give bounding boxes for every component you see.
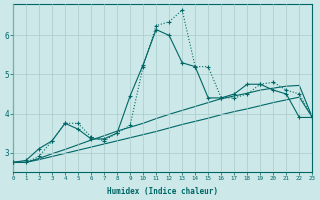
X-axis label: Humidex (Indice chaleur): Humidex (Indice chaleur) [107, 187, 218, 196]
